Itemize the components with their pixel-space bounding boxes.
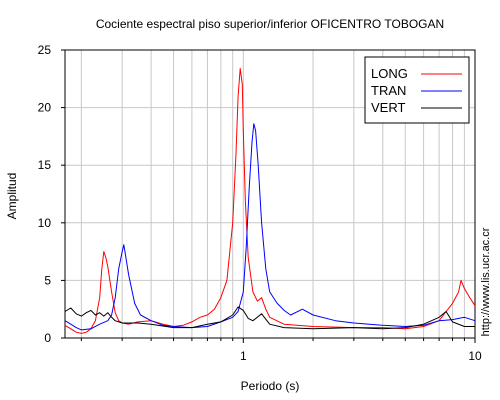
legend-label-vert: VERT <box>371 100 405 115</box>
series-line-long <box>64 67 476 334</box>
y-tick-label: 10 <box>38 216 52 230</box>
y-axis-label: Amplitud <box>5 173 19 220</box>
y-tick-label: 20 <box>38 101 52 115</box>
x-axis-label: Periodo (s) <box>241 379 300 393</box>
legend-label-tran: TRAN <box>371 83 406 98</box>
legend-label-long: LONG <box>371 66 408 81</box>
legend-box <box>364 56 470 124</box>
y-tick-label: 25 <box>38 43 52 57</box>
series-layer <box>64 67 476 334</box>
x-tick-label: 1 <box>240 349 247 363</box>
series-line-tran <box>64 123 476 331</box>
y-axis: 0 5 10 15 20 25 <box>38 43 65 345</box>
y-tick-label: 0 <box>44 331 51 345</box>
y-tick-label: 15 <box>38 158 52 172</box>
plot-area-frame <box>64 49 476 339</box>
x-tick-label: 10 <box>468 349 482 363</box>
source-url: http://www.lis.ucr.ac.cr <box>480 227 492 336</box>
legend: LONG TRAN VERT <box>364 56 470 124</box>
y-tick-label: 5 <box>44 273 51 287</box>
series-line-vert <box>64 306 475 330</box>
x-axis: 1 10 <box>80 338 482 363</box>
chart-title: Cociente espectral piso superior/inferio… <box>96 17 444 31</box>
grid <box>65 50 475 338</box>
